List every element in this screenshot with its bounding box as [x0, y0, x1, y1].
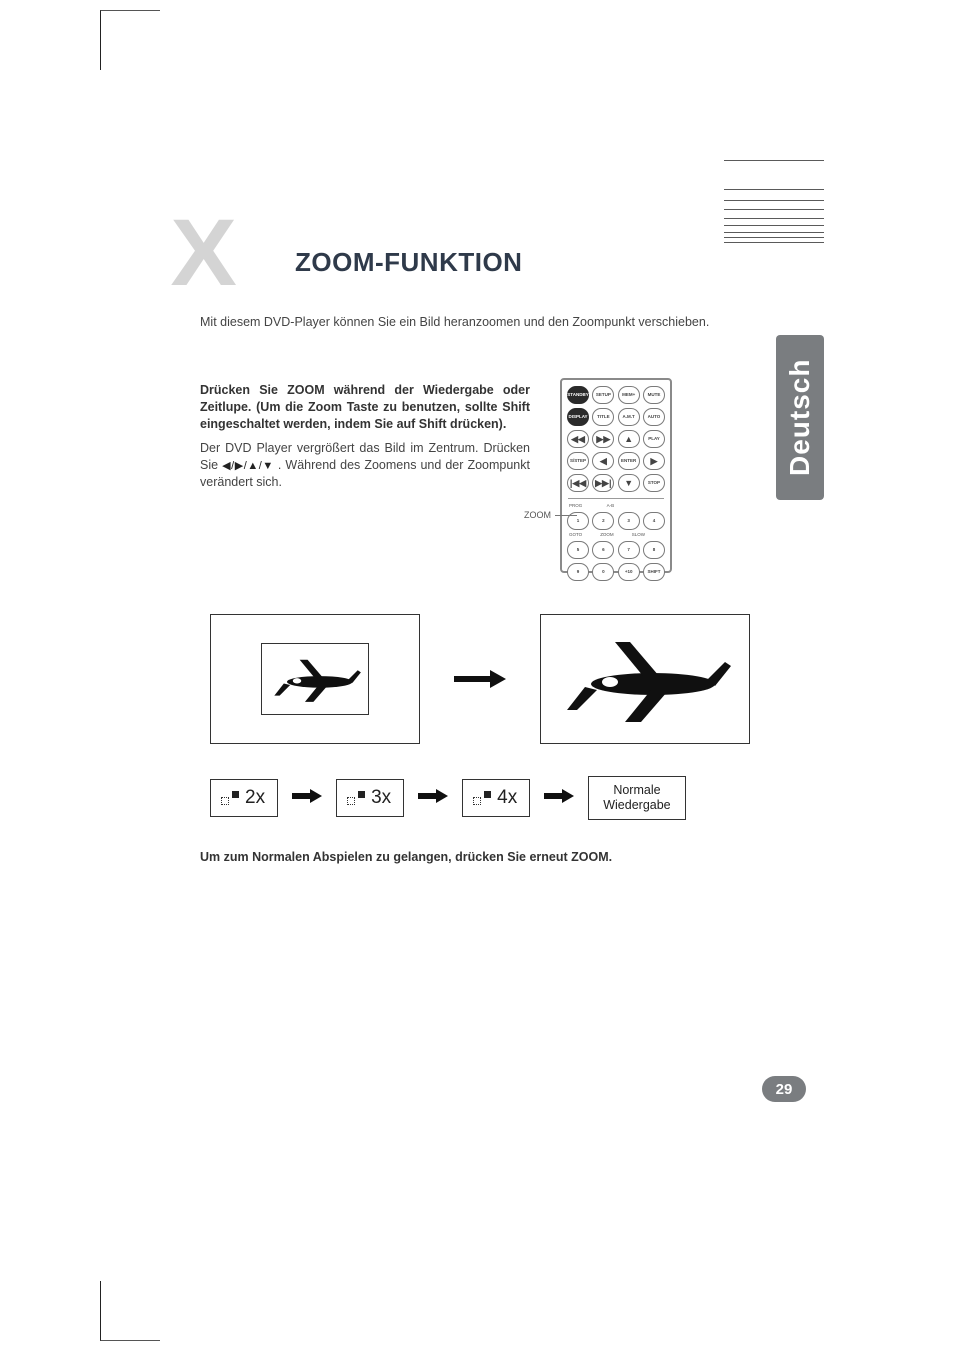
return-instruction: Um zum Normalen Abspielen zu gelangen, d… — [200, 850, 612, 864]
zoom-level-box: 4x — [462, 779, 530, 817]
remote-button: MEM+ — [618, 386, 640, 404]
remote-button: PLAY — [643, 430, 665, 448]
remote-button: 9 — [567, 563, 589, 581]
zoom-level-box: 2x — [210, 779, 278, 817]
remote-button: 6 — [592, 541, 614, 559]
arrow-right-icon — [445, 668, 515, 690]
callout-line — [555, 515, 577, 516]
remote-button: ▶▶ — [592, 430, 614, 448]
remote-sublabel: SLOW — [632, 532, 645, 537]
illustration-frame-zoomed — [540, 614, 750, 744]
zoom-level-label: 3x — [371, 787, 391, 809]
remote-button: 0 — [592, 563, 614, 581]
remote-button: STOP — [643, 474, 665, 492]
zoom-icon — [473, 791, 491, 805]
remote-button: ENTER — [618, 452, 640, 470]
zoom-icon — [221, 791, 239, 805]
zoom-icon — [347, 791, 365, 805]
nav-arrows-glyphs: ◀/▶/▲/▼ — [222, 460, 274, 472]
crop-mark — [100, 1281, 160, 1341]
manual-page: Deutsch X ZOOM-FUNKTION Mit diesem DVD-P… — [0, 0, 954, 1351]
callout-label: ZOOM — [524, 510, 551, 520]
remote-button: ▶▶| — [592, 474, 614, 492]
instruction-bold: Drücken Sie ZOOM während der Wiedergabe … — [200, 382, 530, 433]
remote-button: STANDBY — [567, 386, 589, 404]
remote-button: 7 — [618, 541, 640, 559]
remote-body: STANDBY SETUP MEM+ MUTE DISPLAY TITLE A.… — [560, 378, 672, 573]
remote-diagram: ZOOM STANDBY SETUP MEM+ MUTE DISPLAY TIT… — [560, 378, 695, 573]
remote-button: 8 — [643, 541, 665, 559]
illustration-inset — [261, 643, 369, 715]
remote-button: ◀◀ — [567, 430, 589, 448]
zoom-levels: 2x 3x 4x Normale Wiedergabe — [210, 776, 780, 820]
arrow-right-icon — [418, 788, 448, 809]
airplane-icon — [268, 652, 363, 707]
remote-button: |◀◀ — [567, 474, 589, 492]
page-title: ZOOM-FUNKTION — [295, 247, 522, 278]
remote-sublabel: PROG — [569, 503, 582, 508]
remote-sublabel: ZOOM — [600, 532, 614, 537]
intro-text: Mit diesem DVD-Player können Sie ein Bil… — [200, 315, 725, 329]
remote-button: A.M.T — [618, 408, 640, 426]
remote-button: AUTO — [643, 408, 665, 426]
remote-button: S/STEP — [567, 452, 589, 470]
page-number-badge: 29 — [762, 1076, 806, 1102]
zoom-level-label: 4x — [497, 787, 517, 809]
remote-button: 3 — [618, 512, 640, 530]
remote-button: +10 — [618, 563, 640, 581]
remote-button: 4 — [643, 512, 665, 530]
heading-area: X ZOOM-FUNKTION — [180, 225, 720, 295]
remote-button: MUTE — [643, 386, 665, 404]
remote-button: DISPLAY — [567, 408, 589, 426]
remote-button: TITLE — [592, 408, 614, 426]
remote-button: SHIFT — [643, 563, 665, 581]
illustration-frame-original — [210, 614, 420, 744]
instruction-body: Der DVD Player vergrößert das Bild im Ze… — [200, 440, 530, 491]
normal-l1: Normale — [613, 783, 660, 797]
remote-sublabel: GOTO — [569, 532, 582, 537]
decorative-rules — [724, 160, 824, 243]
arrow-right-icon — [292, 788, 322, 809]
remote-button: 2 — [592, 512, 614, 530]
remote-button: ◀ — [592, 452, 614, 470]
remote-button: ▶ — [643, 452, 665, 470]
normal-l2: Wiedergabe — [603, 798, 670, 812]
zoom-level-box: 3x — [336, 779, 404, 817]
remote-sublabel: A-B — [607, 503, 615, 508]
remote-button: 5 — [567, 541, 589, 559]
crop-mark — [100, 10, 160, 70]
zoom-level-label: 2x — [245, 787, 265, 809]
zoom-illustration — [210, 614, 750, 744]
airplane-icon — [555, 632, 735, 727]
remote-button: ▲ — [618, 430, 640, 448]
section-letter: X — [170, 215, 237, 291]
normal-playback-box: Normale Wiedergabe — [588, 776, 685, 820]
language-tab: Deutsch — [776, 335, 824, 500]
arrow-right-icon — [544, 788, 574, 809]
remote-button: ▼ — [618, 474, 640, 492]
remote-button: SETUP — [592, 386, 614, 404]
